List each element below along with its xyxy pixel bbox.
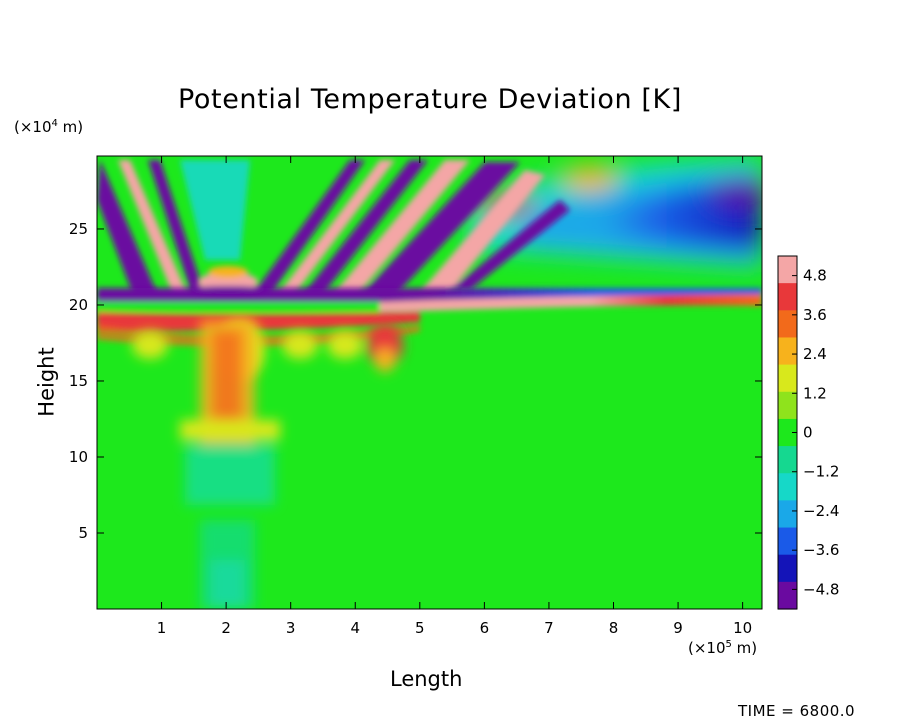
colorbar-tick-label: −1.2: [803, 463, 839, 481]
colorbar-tick-label: −4.8: [803, 580, 839, 598]
colorbar: 4.8 3.6 2.4 1.2 0 −1.2 −2.4 −3.6 −4.8: [777, 255, 839, 610]
x-tick-label: 1: [157, 619, 167, 637]
y-tick-label: 20: [69, 296, 88, 314]
colorbar-tick-label: 0: [803, 424, 813, 442]
x-axis: 1 2 3 4 5 6 7 8 9 10: [157, 156, 752, 637]
colorbar-segment: [778, 283, 797, 311]
chart-title: Potential Temperature Deviation [K]: [178, 84, 682, 115]
colorbar-tick-label: −3.6: [803, 541, 839, 559]
x-tick-label: 8: [609, 619, 619, 637]
y-tick-label: 15: [69, 372, 88, 390]
colorbar-segment: [778, 473, 797, 501]
heatmap-field: [97, 156, 762, 609]
y-axis: 5 10 15 20 25: [69, 220, 762, 542]
x-tick-label: 10: [733, 619, 752, 637]
x-unit-exponent: 5: [725, 639, 732, 650]
colorbar-segment: [778, 581, 797, 610]
colorbar-segment: [778, 256, 797, 284]
colorbar-tick-label: 2.4: [803, 345, 827, 363]
plot-frame: [96, 155, 763, 610]
x-tick-label: 5: [415, 619, 425, 637]
y-unit-exponent: 4: [51, 118, 58, 129]
colorbar-tick-label: 4.8: [803, 267, 827, 285]
x-tick-label: 4: [350, 619, 360, 637]
colorbar-segment: [778, 391, 797, 420]
y-unit-prefix: (×10: [14, 118, 52, 136]
colorbar-segment: [778, 364, 797, 393]
colorbar-segment: [778, 554, 797, 583]
x-axis-unit: (×105 m): [688, 639, 757, 657]
colorbar-segment: [778, 500, 797, 529]
time-readout: TIME = 6800.0: [738, 702, 856, 720]
x-unit-suffix: m): [731, 639, 758, 657]
y-tick-label: 5: [78, 524, 88, 542]
colorbar-segment: [778, 310, 797, 339]
colorbar-segment: [778, 337, 797, 366]
x-tick-label: 6: [480, 619, 490, 637]
x-tick-label: 2: [221, 619, 231, 637]
y-axis-unit: (×104 m): [14, 118, 83, 136]
y-tick-label: 10: [69, 448, 88, 466]
x-tick-label: 7: [544, 619, 554, 637]
x-unit-prefix: (×10: [688, 639, 726, 657]
x-axis-label: Length: [390, 667, 463, 691]
colorbar-tick-label: −2.4: [803, 502, 839, 520]
x-tick-label: 9: [673, 619, 683, 637]
colorbar-segment: [778, 527, 797, 556]
colorbar-segment: [778, 418, 797, 447]
colorbar-segment: [778, 446, 797, 474]
x-tick-label: 3: [286, 619, 296, 637]
y-unit-suffix: m): [57, 118, 84, 136]
y-tick-label: 25: [69, 220, 88, 238]
colorbar-tick-label: 1.2: [803, 384, 827, 402]
colorbar-tick-label: 3.6: [803, 306, 827, 324]
